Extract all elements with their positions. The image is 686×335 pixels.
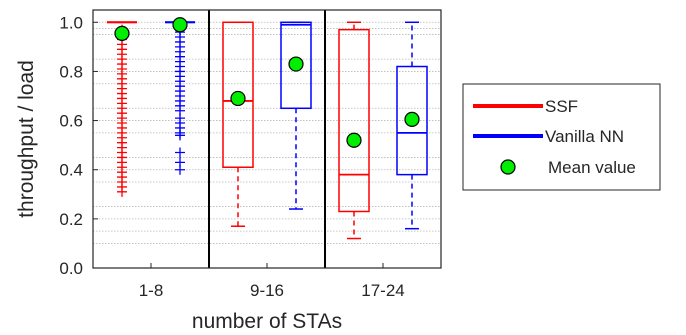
box-group-ssf-9-16 [222, 21, 254, 227]
mean-marker [346, 132, 362, 148]
box-plots [107, 17, 428, 240]
x-axis-ticks: 1-8 9-16 17-24 [139, 263, 405, 300]
box-group-vanilla-nn-17-24 [396, 21, 428, 230]
box-group-ssf-1-8 [107, 21, 137, 197]
y-tick-label: 1.0 [59, 13, 83, 32]
y-tick-label: 0.2 [59, 210, 83, 229]
box-iqr [280, 21, 312, 110]
box-iqr [338, 28, 370, 213]
y-tick-label: 0.4 [59, 161, 83, 180]
mean-marker [230, 90, 246, 107]
legend-vanilla-nn-label: Vanilla NN [545, 127, 624, 146]
mean-marker [114, 25, 130, 41]
legend: SSF Vanilla NN Mean value [462, 83, 661, 191]
category-separators [208, 10, 326, 268]
mean-marker [288, 56, 304, 72]
y-tick-label: 0.8 [59, 62, 83, 81]
x-tick-label: 1-8 [139, 281, 164, 300]
x-tick-label: 17-24 [361, 281, 404, 300]
outlier-marker [175, 147, 185, 158]
y-axis-label: throughput / load [15, 60, 38, 218]
box-group-ssf-17-24 [338, 21, 370, 240]
grid-lines [93, 21, 441, 269]
y-tick-label: 0.6 [59, 112, 83, 131]
legend-ssf-label: SSF [545, 97, 578, 116]
mean-marker [172, 17, 188, 33]
mean-marker [404, 111, 420, 127]
outlier-marker [175, 157, 185, 168]
x-tick-label: 9-16 [250, 281, 284, 300]
box-iqr [396, 65, 428, 176]
y-tick-label: 0.0 [59, 259, 83, 278]
axes-frame [92, 9, 442, 269]
y-axis-ticks: 0.0 0.2 0.4 0.6 0.8 1.0 [59, 13, 98, 278]
x-axis-label: number of STAs [192, 310, 342, 333]
legend-mean-marker [500, 159, 516, 175]
box-group-vanilla-nn-1-8 [165, 21, 195, 175]
box-iqr [222, 21, 254, 169]
legend-mean-label: Mean value [548, 158, 636, 177]
box-group-vanilla-nn-9-16 [280, 21, 312, 210]
